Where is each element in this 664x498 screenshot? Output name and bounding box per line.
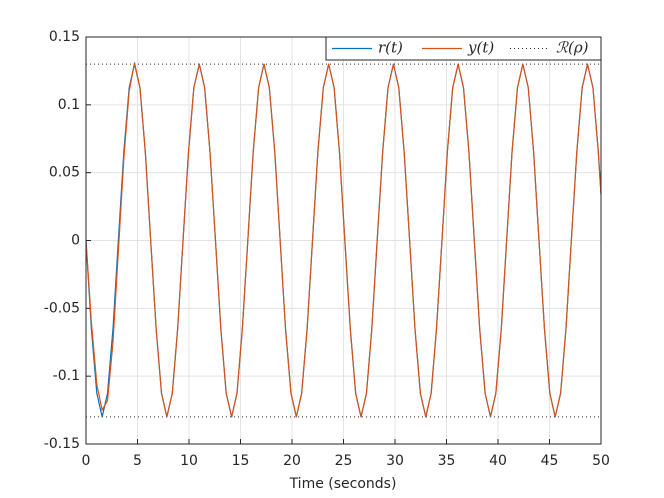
legend-label: r(t): [378, 39, 403, 57]
y-tick-label: 0.15: [49, 29, 80, 45]
x-tick-label: 15: [232, 453, 250, 469]
x-tick-label: 50: [592, 453, 610, 469]
y-tick-label: 0: [71, 233, 80, 249]
x-tick-label: 40: [489, 453, 507, 469]
legend-label: y(t): [467, 39, 494, 57]
y-tick-label: -0.15: [44, 436, 80, 452]
legend-box: [325, 36, 602, 61]
y-tick-label: 0.1: [58, 97, 80, 113]
y-tick-label: 0.05: [49, 165, 80, 181]
y-tick-label: -0.1: [53, 368, 80, 384]
x-tick-label: 35: [438, 453, 456, 469]
x-tick-label: 25: [335, 453, 353, 469]
series-line: [85, 62, 602, 418]
x-axis-label: Time (seconds): [289, 476, 397, 492]
x-tick-label: 10: [180, 453, 198, 469]
x-tick-label: 0: [82, 453, 91, 469]
x-tick-label: 45: [541, 453, 559, 469]
x-tick-label: 20: [283, 453, 301, 469]
legend-label: ℛ(ρ): [556, 39, 589, 57]
x-tick-label: 30: [386, 453, 404, 469]
y-tick-label: -0.05: [44, 300, 80, 316]
x-tick-label: 5: [133, 453, 142, 469]
